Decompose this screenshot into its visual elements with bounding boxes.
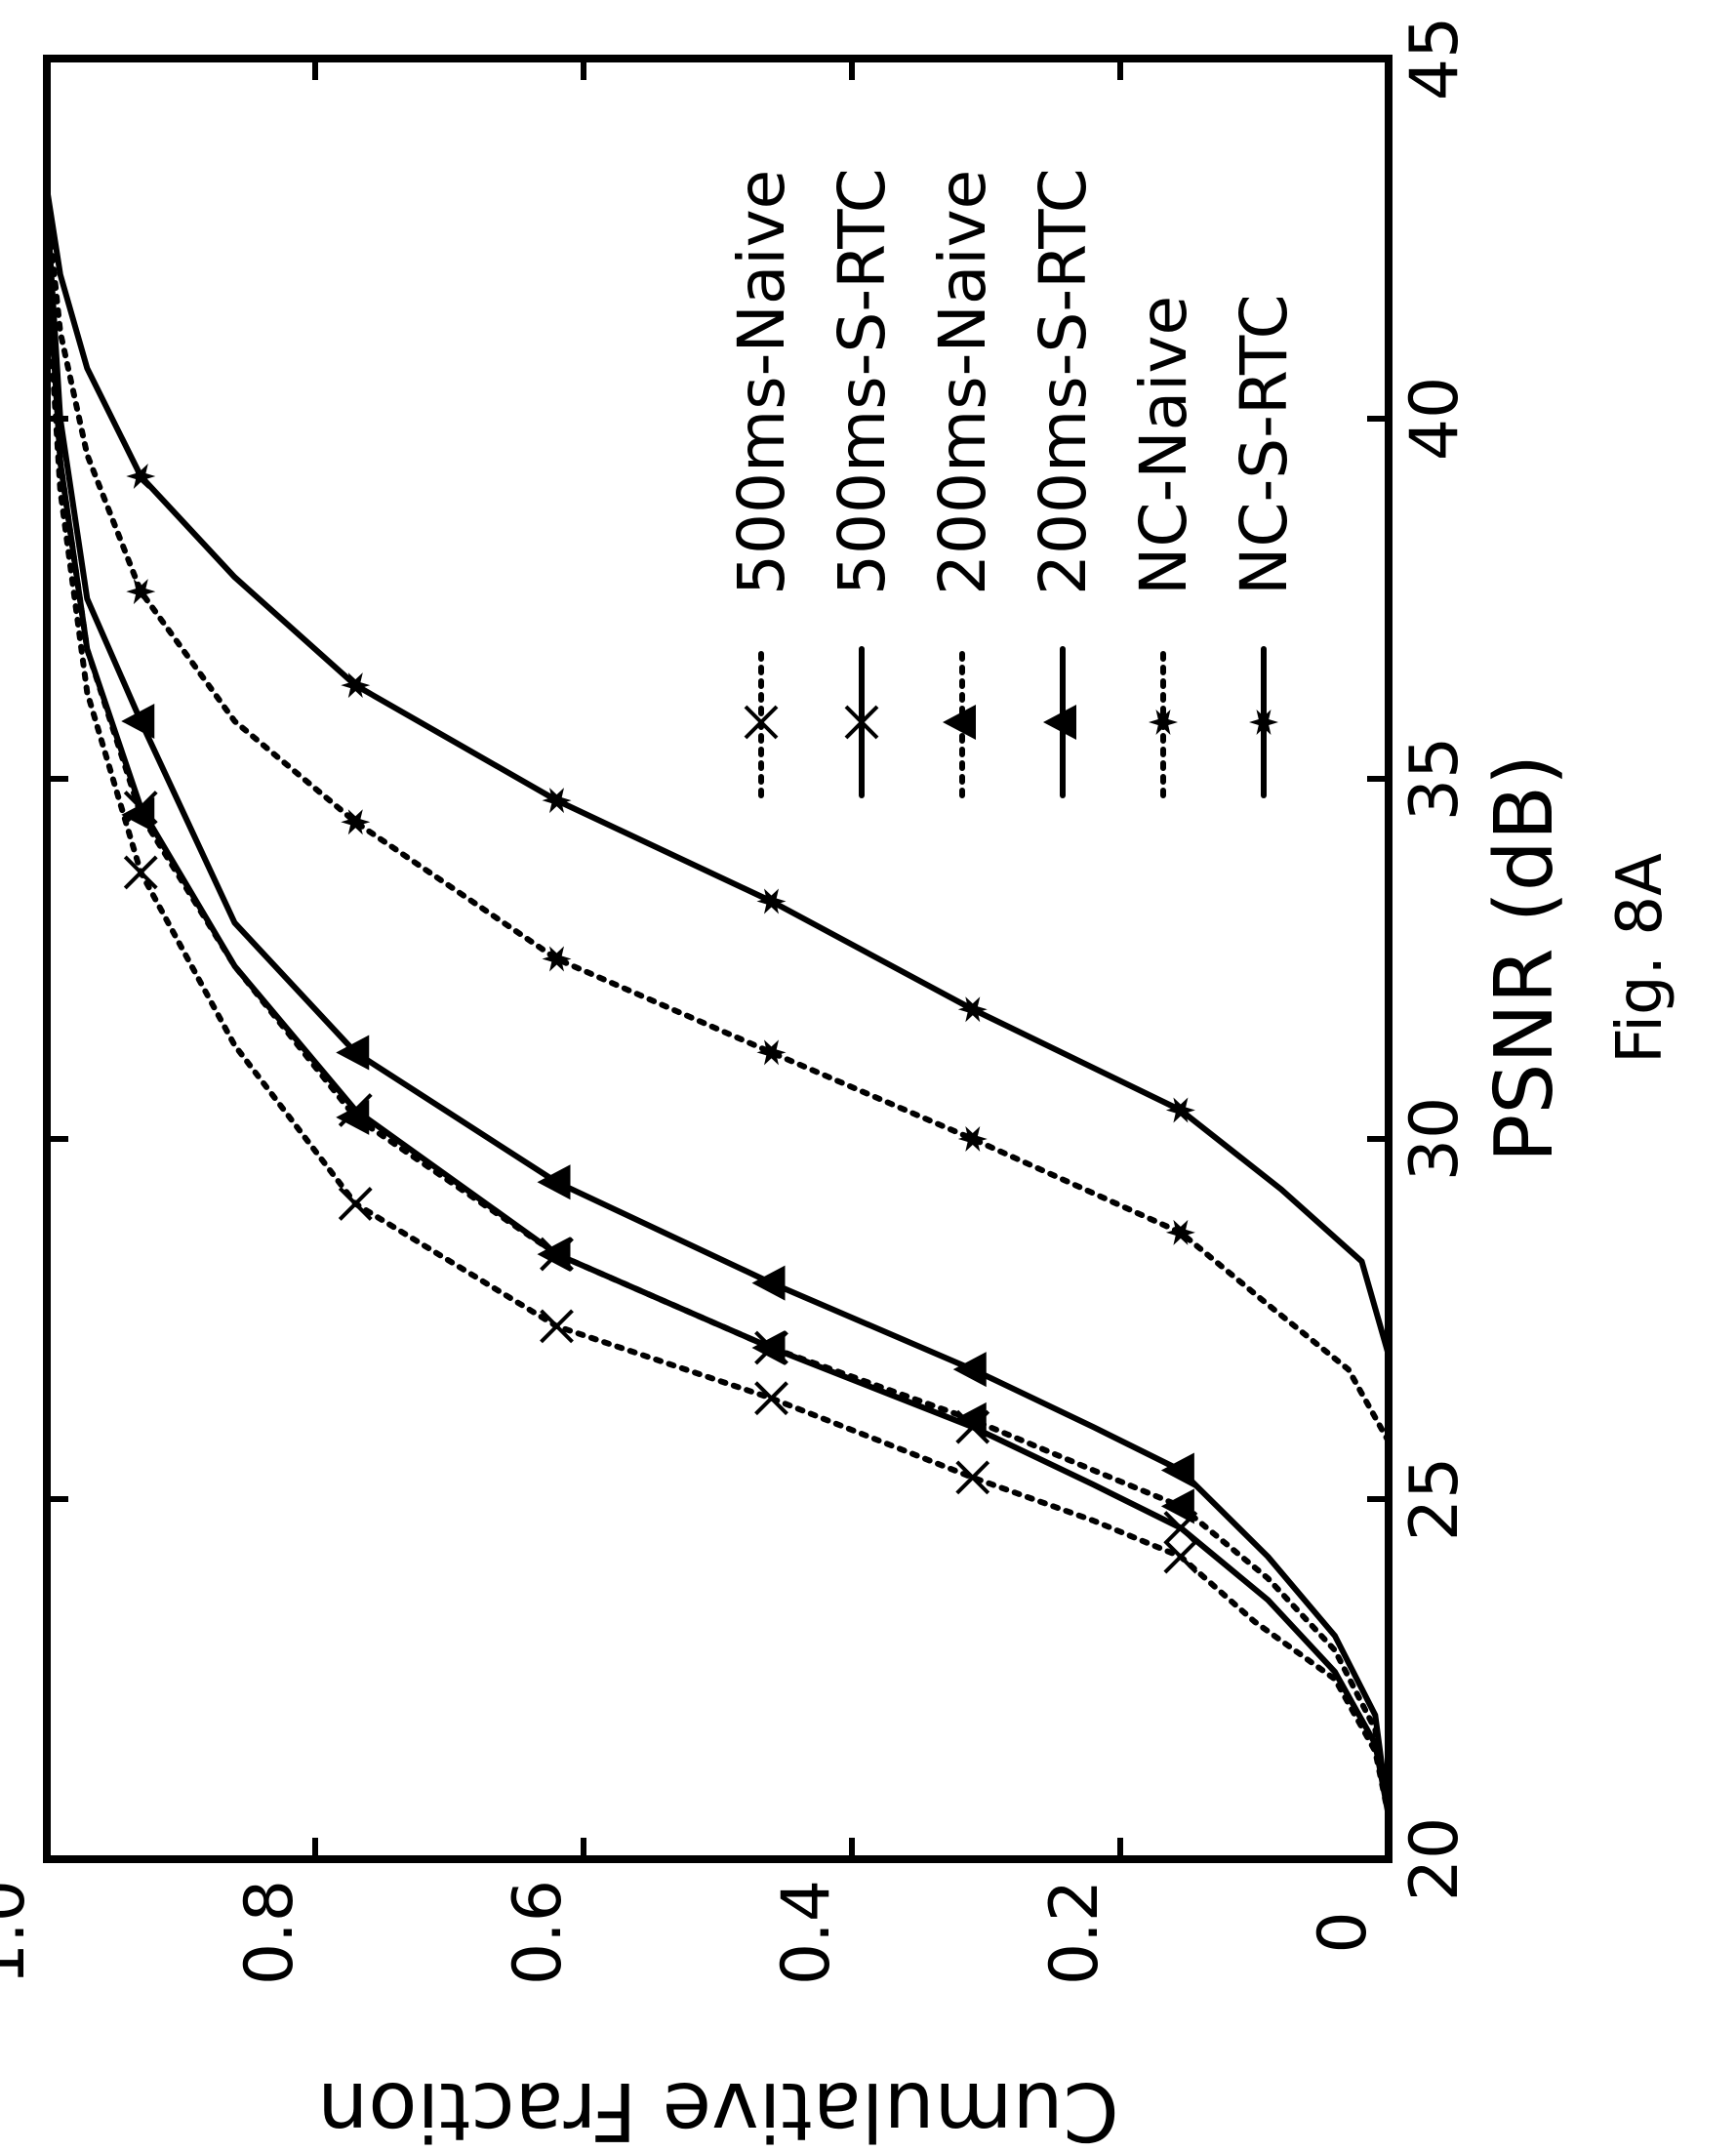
series-500ms-Naive <box>44 271 1392 1819</box>
x-tick-label: 25 <box>1396 1457 1474 1542</box>
axis-tick-labels: 20 25 30 35 40 45 0 0.2 0.4 0.6 0.8 1.0 <box>0 17 1474 1985</box>
marker-triangle <box>1160 1452 1194 1488</box>
marker-triangle <box>952 1401 987 1438</box>
marker-star <box>126 464 156 489</box>
marker-triangle <box>952 1352 987 1388</box>
marker-x <box>754 1381 788 1416</box>
y-tick-label: 0.8 <box>231 1880 308 1985</box>
legend-entry: 200ms-S-RTC <box>1026 168 1101 798</box>
x-tick-label: 35 <box>1396 737 1474 822</box>
marker-x <box>744 705 779 740</box>
y-tick-label: 1.0 <box>0 1880 40 1985</box>
marker-star <box>756 1039 787 1066</box>
marker-x <box>844 705 879 740</box>
marker-x <box>123 855 158 890</box>
marker-triangle <box>751 1330 786 1366</box>
marker-star <box>341 809 371 835</box>
legend-entry: 500ms-Naive <box>724 170 799 798</box>
marker-triangle <box>537 1164 571 1200</box>
y-axis-title: Cumulative Fraction <box>317 2064 1118 2152</box>
series-200ms-S-RTC <box>44 199 1392 1819</box>
legend-label: NC-Naive <box>1126 296 1201 595</box>
marker-star <box>1149 710 1178 735</box>
marker-star <box>341 672 371 699</box>
series-200ms-Naive <box>44 235 1392 1819</box>
marker-triangle <box>336 1099 370 1135</box>
x-tick-label: 40 <box>1396 377 1474 462</box>
y-tick-label: 0.2 <box>1036 1880 1113 1985</box>
marker-x <box>955 1460 990 1495</box>
legend-entry: 200ms-Naive <box>925 170 1000 798</box>
marker-star <box>542 788 572 814</box>
legend-label: 500ms-Naive <box>724 170 799 595</box>
series-NC-Naive <box>44 199 1392 1444</box>
marker-x <box>1163 1539 1198 1574</box>
legend-label: 200ms-S-RTC <box>1026 168 1101 595</box>
legend-entry: NC-Naive <box>1126 296 1201 798</box>
marker-triangle <box>121 796 155 832</box>
marker-triangle <box>121 703 155 739</box>
x-axis-title: PSNR (dB) <box>1478 754 1571 1162</box>
y-tick-label: 0 <box>1305 1911 1382 1953</box>
x-tick-label: 20 <box>1396 1817 1474 1902</box>
marker-x <box>338 1187 373 1221</box>
marker-triangle <box>1160 1488 1194 1524</box>
series-line <box>44 199 1392 1444</box>
marker-star <box>542 946 572 972</box>
marker-triangle <box>336 1035 370 1071</box>
y-tick-label: 0.6 <box>500 1880 577 1985</box>
figure-caption: Fig. 8A <box>1604 853 1676 1064</box>
x-tick-label: 45 <box>1396 17 1474 102</box>
x-tick-label: 30 <box>1396 1097 1474 1182</box>
marker-star <box>1165 1097 1195 1123</box>
marker-star <box>957 996 988 1023</box>
plot-frame <box>43 55 1393 1863</box>
legend-entry: NC-S-RTC <box>1227 294 1302 798</box>
marker-triangle <box>1043 705 1076 740</box>
marker-star <box>1165 1219 1195 1245</box>
legend-entry: 500ms-S-RTC <box>825 168 900 798</box>
legend-label: 500ms-S-RTC <box>825 168 900 595</box>
y-tick-label: 0.4 <box>768 1880 845 1985</box>
series-layer <box>44 184 1392 1819</box>
marker-triangle <box>943 705 976 740</box>
marker-star <box>756 888 787 914</box>
legend-label: 200ms-Naive <box>925 170 1000 595</box>
series-NC-S-RTC <box>44 184 1392 1359</box>
marker-star <box>126 579 156 605</box>
marker-star <box>1249 710 1278 735</box>
marker-x <box>540 1309 574 1344</box>
legend: 500ms-Naive 500ms-S-RTC 200ms-Naive 200ms-S… <box>724 168 1302 798</box>
marker-triangle <box>751 1265 786 1301</box>
marker-star <box>957 1126 988 1152</box>
legend-label: NC-S-RTC <box>1227 294 1302 595</box>
marker-triangle <box>537 1237 571 1273</box>
axis-ticks <box>47 59 1389 1859</box>
